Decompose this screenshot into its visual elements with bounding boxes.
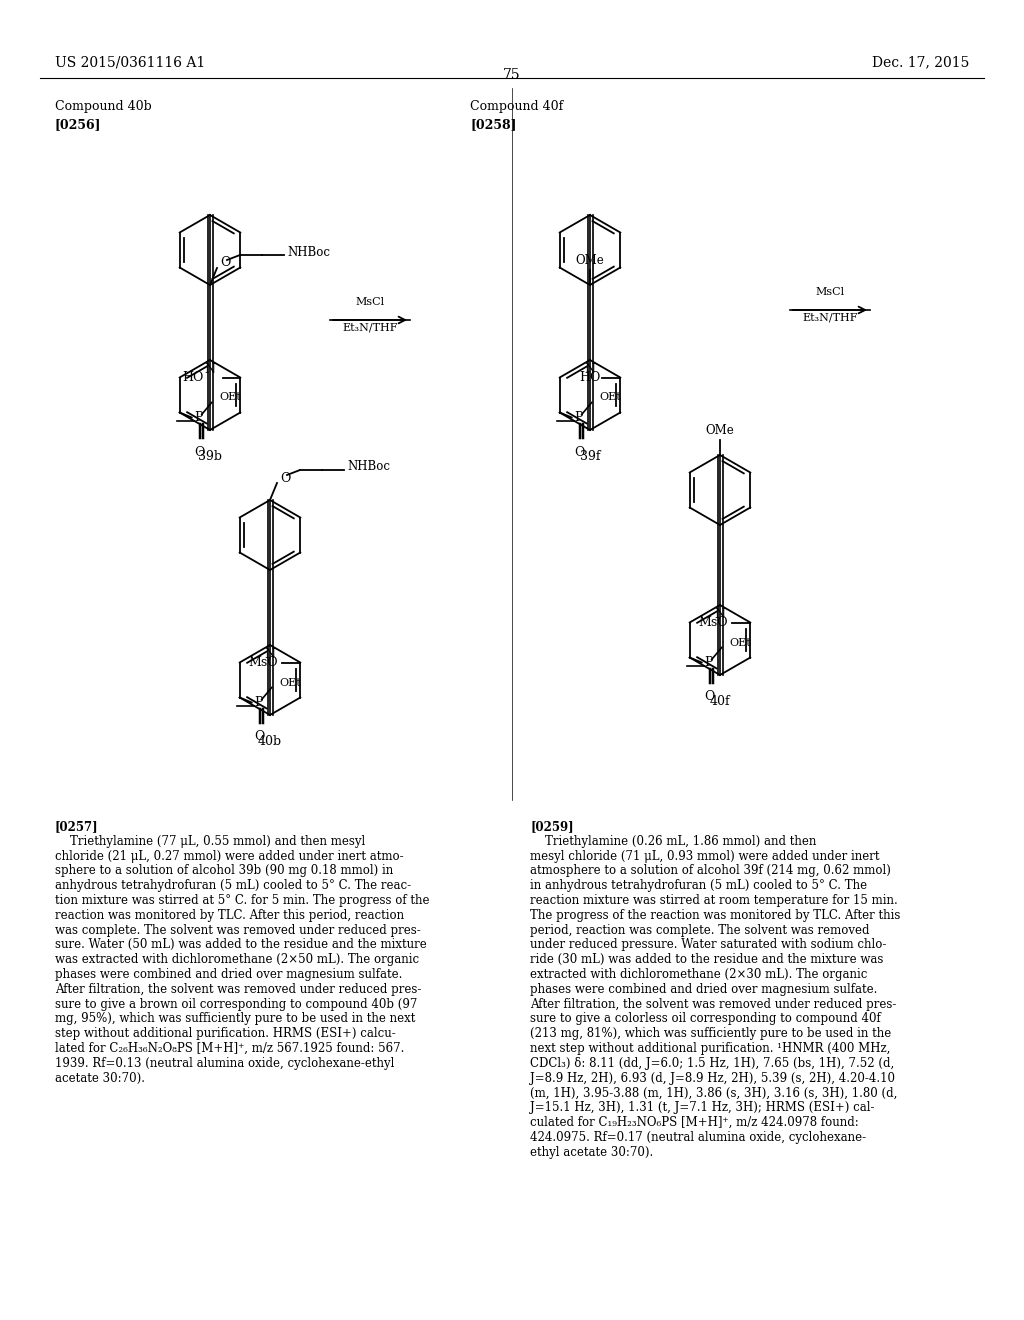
- Text: next step without additional purification. ¹HNMR (400 MHz,: next step without additional purificatio…: [530, 1041, 891, 1055]
- Text: Triethylamine (0.26 mL, 1.86 mmol) and then: Triethylamine (0.26 mL, 1.86 mmol) and t…: [530, 834, 816, 847]
- Text: 1939. Rf=0.13 (neutral alumina oxide, cyclohexane-ethyl: 1939. Rf=0.13 (neutral alumina oxide, cy…: [55, 1057, 394, 1069]
- Text: HO: HO: [579, 371, 600, 384]
- Text: ride (30 mL) was added to the residue and the mixture was: ride (30 mL) was added to the residue an…: [530, 953, 884, 966]
- Text: extracted with dichloromethane (2×30 mL). The organic: extracted with dichloromethane (2×30 mL)…: [530, 968, 867, 981]
- Text: mesyl chloride (71 μL, 0.93 mmol) were added under inert: mesyl chloride (71 μL, 0.93 mmol) were a…: [530, 850, 880, 862]
- Text: O: O: [574, 446, 585, 458]
- Text: O: O: [195, 446, 205, 458]
- Text: sure. Water (50 mL) was added to the residue and the mixture: sure. Water (50 mL) was added to the res…: [55, 939, 427, 952]
- Text: P: P: [574, 411, 584, 424]
- Text: sure to give a brown oil corresponding to compound 40b (97: sure to give a brown oil corresponding t…: [55, 998, 418, 1011]
- Text: was extracted with dichloromethane (2×50 mL). The organic: was extracted with dichloromethane (2×50…: [55, 953, 419, 966]
- Text: US 2015/0361116 A1: US 2015/0361116 A1: [55, 55, 205, 69]
- Text: sure to give a colorless oil corresponding to compound 40f: sure to give a colorless oil correspondi…: [530, 1012, 881, 1026]
- Text: MsCl: MsCl: [355, 297, 385, 308]
- Text: N: N: [264, 648, 275, 661]
- Text: OEt: OEt: [600, 392, 622, 403]
- Text: O: O: [255, 730, 265, 743]
- Text: OEt: OEt: [280, 677, 301, 688]
- Text: The progress of the reaction was monitored by TLC. After this: The progress of the reaction was monitor…: [530, 908, 900, 921]
- Text: sphere to a solution of alcohol 39b (90 mg 0.18 mmol) in: sphere to a solution of alcohol 39b (90 …: [55, 865, 393, 878]
- Text: CDCl₃) δ: 8.11 (dd, J=6.0; 1.5 Hz, 1H), 7.65 (bs, 1H), 7.52 (d,: CDCl₃) δ: 8.11 (dd, J=6.0; 1.5 Hz, 1H), …: [530, 1057, 894, 1069]
- Text: 424.0975. Rf=0.17 (neutral alumina oxide, cyclohexane-: 424.0975. Rf=0.17 (neutral alumina oxide…: [530, 1131, 866, 1144]
- Text: OMe: OMe: [706, 424, 734, 437]
- Text: Compound 40f: Compound 40f: [470, 100, 563, 114]
- Text: OMe: OMe: [575, 253, 604, 267]
- Text: under reduced pressure. Water saturated with sodium chlo-: under reduced pressure. Water saturated …: [530, 939, 887, 952]
- Text: period, reaction was complete. The solvent was removed: period, reaction was complete. The solve…: [530, 924, 869, 937]
- Text: After filtration, the solvent was removed under reduced pres-: After filtration, the solvent was remove…: [530, 998, 896, 1011]
- Text: OEt: OEt: [730, 638, 752, 648]
- Text: NHBoc: NHBoc: [347, 461, 390, 474]
- Text: MsCl: MsCl: [815, 286, 845, 297]
- Text: in anhydrous tetrahydrofuran (5 mL) cooled to 5° C. The: in anhydrous tetrahydrofuran (5 mL) cool…: [530, 879, 867, 892]
- Text: Dec. 17, 2015: Dec. 17, 2015: [871, 55, 969, 69]
- Text: [0258]: [0258]: [470, 117, 516, 131]
- Text: 40b: 40b: [258, 735, 282, 748]
- Text: Et₃N/THF: Et₃N/THF: [802, 312, 858, 322]
- Text: mg, 95%), which was sufficiently pure to be used in the next: mg, 95%), which was sufficiently pure to…: [55, 1012, 416, 1026]
- Text: Et₃N/THF: Et₃N/THF: [342, 322, 397, 333]
- Text: (m, 1H), 3.95-3.88 (m, 1H), 3.86 (s, 3H), 3.16 (s, 3H), 1.80 (d,: (m, 1H), 3.95-3.88 (m, 1H), 3.86 (s, 3H)…: [530, 1086, 897, 1100]
- Text: O: O: [705, 690, 715, 704]
- Text: atmosphere to a solution of alcohol 39f (214 mg, 0.62 mmol): atmosphere to a solution of alcohol 39f …: [530, 865, 891, 878]
- Text: 40f: 40f: [710, 696, 730, 708]
- Text: NHBoc: NHBoc: [287, 246, 330, 259]
- Text: Triethylamine (77 μL, 0.55 mmol) and then mesyl: Triethylamine (77 μL, 0.55 mmol) and the…: [55, 834, 366, 847]
- Text: N: N: [715, 609, 725, 620]
- Text: phases were combined and dried over magnesium sulfate.: phases were combined and dried over magn…: [55, 968, 402, 981]
- Text: O: O: [220, 256, 230, 269]
- Text: lated for C₂₆H₃₆N₂O₈PS [M+H]⁺, m/z 567.1925 found: 567.: lated for C₂₆H₃₆N₂O₈PS [M+H]⁺, m/z 567.1…: [55, 1041, 404, 1055]
- Text: 39f: 39f: [580, 450, 600, 463]
- Text: phases were combined and dried over magnesium sulfate.: phases were combined and dried over magn…: [530, 983, 878, 995]
- Text: [0257]: [0257]: [55, 820, 98, 833]
- Text: anhydrous tetrahydrofuran (5 mL) cooled to 5° C. The reac-: anhydrous tetrahydrofuran (5 mL) cooled …: [55, 879, 411, 892]
- Text: 39b: 39b: [198, 450, 222, 463]
- Text: J=15.1 Hz, 3H), 1.31 (t, J=7.1 Hz, 3H); HRMS (ESI+) cal-: J=15.1 Hz, 3H), 1.31 (t, J=7.1 Hz, 3H); …: [530, 1101, 874, 1114]
- Text: reaction mixture was stirred at room temperature for 15 min.: reaction mixture was stirred at room tem…: [530, 894, 898, 907]
- Text: 75: 75: [503, 69, 521, 82]
- Text: [0256]: [0256]: [55, 117, 101, 131]
- Text: HO: HO: [182, 371, 204, 384]
- Text: P: P: [195, 411, 203, 424]
- Text: O: O: [280, 471, 291, 484]
- Text: N: N: [205, 363, 215, 376]
- Text: step without additional purification. HRMS (ESI+) calcu-: step without additional purification. HR…: [55, 1027, 395, 1040]
- Text: [0259]: [0259]: [530, 820, 573, 833]
- Text: acetate 30:70).: acetate 30:70).: [55, 1072, 145, 1085]
- Text: OEt: OEt: [220, 392, 242, 403]
- Text: MsO: MsO: [249, 656, 279, 669]
- Text: culated for C₁₉H₂₃NO₆PS [M+H]⁺, m/z 424.0978 found:: culated for C₁₉H₂₃NO₆PS [M+H]⁺, m/z 424.…: [530, 1115, 859, 1129]
- Text: Compound 40b: Compound 40b: [55, 100, 152, 114]
- Text: After filtration, the solvent was removed under reduced pres-: After filtration, the solvent was remove…: [55, 983, 421, 995]
- Text: (213 mg, 81%), which was sufficiently pure to be used in the: (213 mg, 81%), which was sufficiently pu…: [530, 1027, 891, 1040]
- Text: reaction was monitored by TLC. After this period, reaction: reaction was monitored by TLC. After thi…: [55, 908, 404, 921]
- Text: N: N: [585, 363, 596, 376]
- Text: ethyl acetate 30:70).: ethyl acetate 30:70).: [530, 1146, 653, 1159]
- Text: tion mixture was stirred at 5° C. for 5 min. The progress of the: tion mixture was stirred at 5° C. for 5 …: [55, 894, 429, 907]
- Text: chloride (21 μL, 0.27 mmol) were added under inert atmo-: chloride (21 μL, 0.27 mmol) were added u…: [55, 850, 403, 862]
- Text: J=8.9 Hz, 2H), 6.93 (d, J=8.9 Hz, 2H), 5.39 (s, 2H), 4.20-4.10: J=8.9 Hz, 2H), 6.93 (d, J=8.9 Hz, 2H), 5…: [530, 1072, 895, 1085]
- Text: MsO: MsO: [698, 616, 728, 630]
- Text: was complete. The solvent was removed under reduced pres-: was complete. The solvent was removed un…: [55, 924, 421, 937]
- Text: P: P: [705, 656, 713, 669]
- Text: P: P: [255, 696, 263, 709]
